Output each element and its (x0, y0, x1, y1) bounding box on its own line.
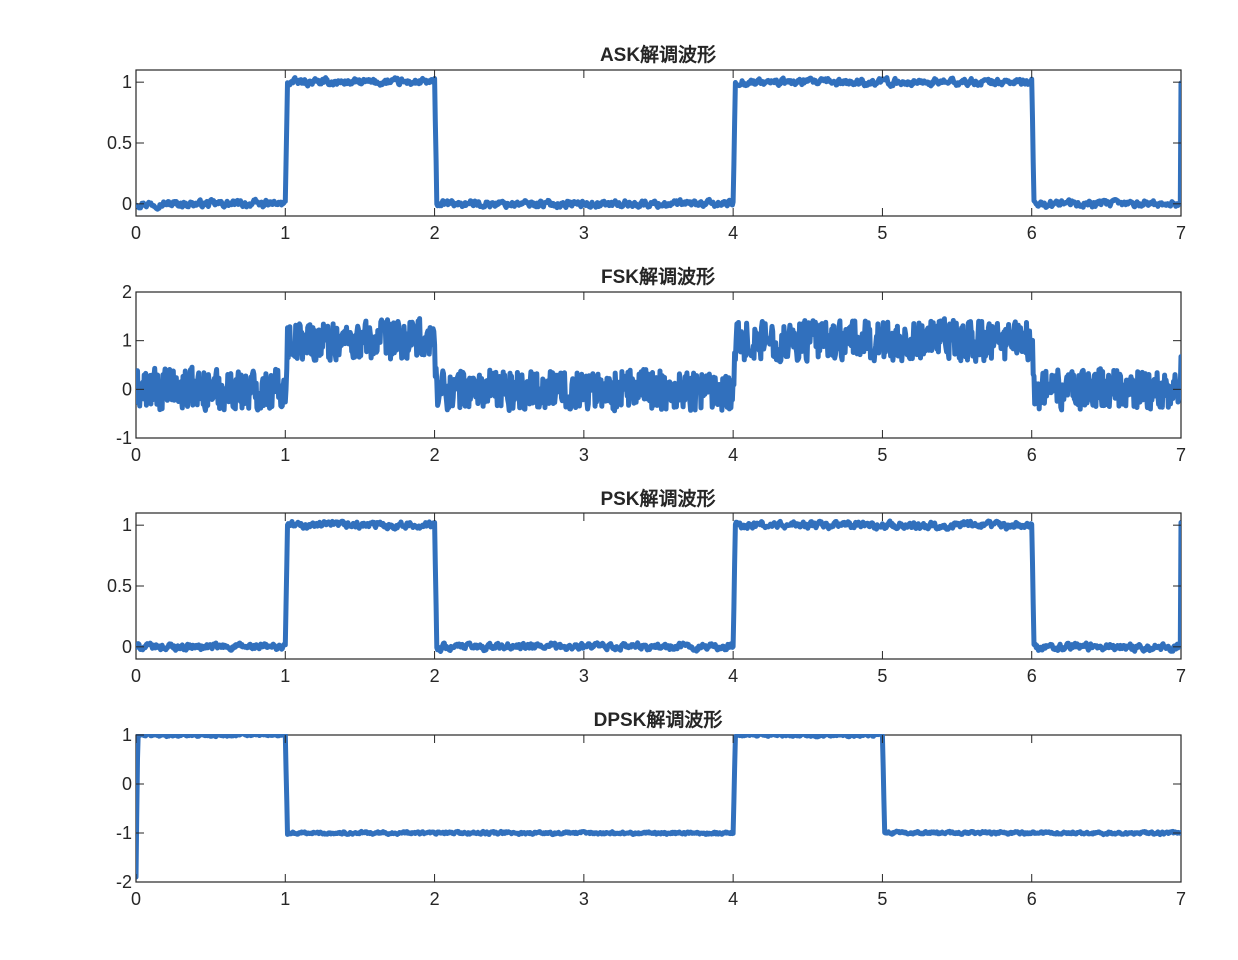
x-tick-label: 6 (1027, 223, 1037, 243)
x-tick-label: 0 (131, 445, 141, 465)
y-tick-label: 0.5 (107, 576, 132, 596)
x-tick-label: 7 (1176, 666, 1186, 686)
x-tick-label: 2 (430, 445, 440, 465)
x-tick-label: 0 (131, 889, 141, 909)
x-tick-label: 0 (131, 666, 141, 686)
x-tick-label: 6 (1027, 445, 1037, 465)
subplot-title: DPSK解调波形 (594, 708, 723, 731)
x-tick-label: 4 (728, 889, 738, 909)
x-tick-label: 6 (1027, 889, 1037, 909)
x-tick-label: 4 (728, 445, 738, 465)
x-tick-label: 3 (579, 223, 589, 243)
x-tick-label: 4 (728, 666, 738, 686)
subplot-psk: PSK解调波形 0 1 2 3 4 5 6 7 0 0.5 1 (107, 487, 1186, 686)
subplot-dpsk: DPSK解调波形 0 1 2 3 4 5 6 7 -2 -1 0 1 (116, 708, 1186, 909)
axes-box (135, 291, 1182, 439)
axes-box (135, 69, 1182, 217)
y-tick-label: 0 (122, 194, 132, 214)
axes-box (135, 512, 1182, 660)
series-line (136, 75, 1181, 212)
axes-box (135, 734, 1182, 883)
series-line (136, 316, 1181, 414)
x-tick-label: 1 (280, 666, 290, 686)
subplot-title: ASK解调波形 (600, 43, 716, 66)
y-tick-label: -1 (116, 428, 132, 448)
x-tick-label: 7 (1176, 223, 1186, 243)
y-tick-label: 1 (122, 725, 132, 745)
subplot-title: PSK解调波形 (600, 487, 715, 510)
x-tick-label: 1 (280, 889, 290, 909)
x-tick-label: 2 (430, 889, 440, 909)
x-tick-label: 5 (877, 666, 887, 686)
y-tick-label: 0 (122, 774, 132, 794)
x-tick-label: 3 (579, 666, 589, 686)
y-tick-label: 0 (122, 637, 132, 657)
y-tick-label: 1 (122, 331, 132, 351)
x-tick-label: 5 (877, 889, 887, 909)
y-tick-label: -2 (116, 872, 132, 892)
subplot-ask: ASK解调波形 0 1 2 3 4 5 6 7 0 0.5 1 (107, 43, 1186, 243)
x-tick-label: 3 (579, 445, 589, 465)
x-tick-label: 2 (430, 223, 440, 243)
y-tick-label: 0.5 (107, 133, 132, 153)
x-tick-label: 3 (579, 889, 589, 909)
x-tick-label: 4 (728, 223, 738, 243)
y-tick-label: 0 (122, 379, 132, 399)
x-tick-label: 1 (280, 445, 290, 465)
x-tick-label: 7 (1176, 445, 1186, 465)
x-tick-label: 7 (1176, 889, 1186, 909)
x-tick-label: 6 (1027, 666, 1037, 686)
x-tick-label: 1 (280, 223, 290, 243)
x-tick-label: 5 (877, 223, 887, 243)
x-tick-label: 5 (877, 445, 887, 465)
y-tick-label: 2 (122, 282, 132, 302)
series-line (136, 518, 1181, 654)
y-tick-label: 1 (122, 72, 132, 92)
series-line (136, 734, 1181, 880)
x-tick-label: 2 (430, 666, 440, 686)
x-tick-label: 0 (131, 223, 141, 243)
y-tick-label: 1 (122, 515, 132, 535)
y-tick-label: -1 (116, 823, 132, 843)
subplot-title: FSK解调波形 (601, 265, 715, 288)
